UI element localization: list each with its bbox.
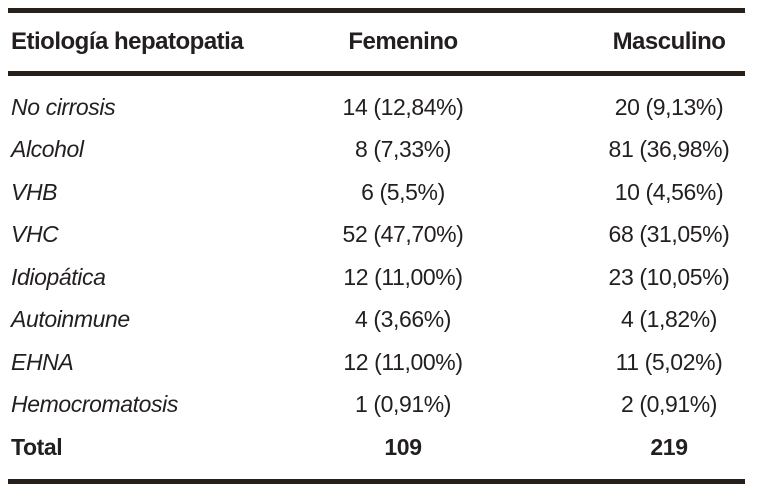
row-label: VHB	[11, 178, 58, 205]
masculino-cell: 81 (36,98%)	[608, 136, 730, 163]
total-masculino-cell: 219	[650, 433, 688, 460]
table-row: Hemocromatosis 1 (0,91%) 2 (0,91%)	[8, 384, 745, 427]
etiology-table: Etiología hepatopatia Femenino Masculino…	[8, 8, 745, 484]
femenino-cell: 12 (11,00%)	[343, 348, 463, 375]
row-label: VHC	[11, 221, 59, 248]
total-femenino-cell: 109	[384, 433, 422, 460]
femenino-cell: 1 (0,91%)	[354, 391, 452, 418]
masculino-cell: 2 (0,91%)	[620, 391, 718, 418]
column-header-masculino: Masculino	[612, 28, 726, 55]
total-label: Total	[11, 433, 63, 460]
masculino-cell: 10 (4,56%)	[614, 178, 724, 205]
row-label: Autoinmune	[11, 306, 130, 333]
table-rule-bottom	[8, 478, 745, 484]
table-row: Alcohol 8 (7,33%) 81 (36,98%)	[8, 129, 745, 172]
femenino-cell: 52 (47,70%)	[342, 221, 464, 248]
table-row: VHC 52 (47,70%) 68 (31,05%)	[8, 214, 745, 257]
row-label: EHNA	[11, 348, 74, 375]
row-label: Idiopática	[11, 263, 106, 290]
column-header-etiologia: Etiología hepatopatia	[11, 28, 244, 55]
column-header-femenino: Femenino	[348, 28, 458, 55]
masculino-cell: 68 (31,05%)	[608, 221, 730, 248]
table-header-row: Etiología hepatopatia Femenino Masculino	[8, 13, 745, 71]
table-row: Autoinmune 4 (3,66%) 4 (1,82%)	[8, 299, 745, 342]
table-row: No cirrosis 14 (12,84%) 20 (9,13%)	[8, 86, 745, 129]
total-row: Total 109 219	[8, 426, 745, 469]
table-body: No cirrosis 14 (12,84%) 20 (9,13%) Alcoh…	[8, 76, 745, 479]
table-row: VHB 6 (5,5%) 10 (4,56%)	[8, 171, 745, 214]
row-label: Alcohol	[11, 136, 84, 163]
masculino-cell: 20 (9,13%)	[614, 93, 724, 120]
table-rule-top	[8, 8, 745, 13]
femenino-cell: 4 (3,66%)	[354, 306, 452, 333]
masculino-cell: 23 (10,05%)	[608, 263, 730, 290]
masculino-cell: 11 (5,02%)	[615, 348, 723, 375]
table-row: Idiopática 12 (11,00%) 23 (10,05%)	[8, 256, 745, 299]
row-label: Hemocromatosis	[11, 391, 178, 418]
table-rule-under-header	[8, 71, 745, 76]
femenino-cell: 8 (7,33%)	[354, 136, 452, 163]
femenino-cell: 6 (5,5%)	[361, 178, 445, 205]
masculino-cell: 4 (1,82%)	[620, 306, 718, 333]
femenino-cell: 14 (12,84%)	[342, 93, 464, 120]
row-label: No cirrosis	[11, 93, 116, 120]
table-row: EHNA 12 (11,00%) 11 (5,02%)	[8, 341, 745, 384]
femenino-cell: 12 (11,00%)	[343, 263, 463, 290]
